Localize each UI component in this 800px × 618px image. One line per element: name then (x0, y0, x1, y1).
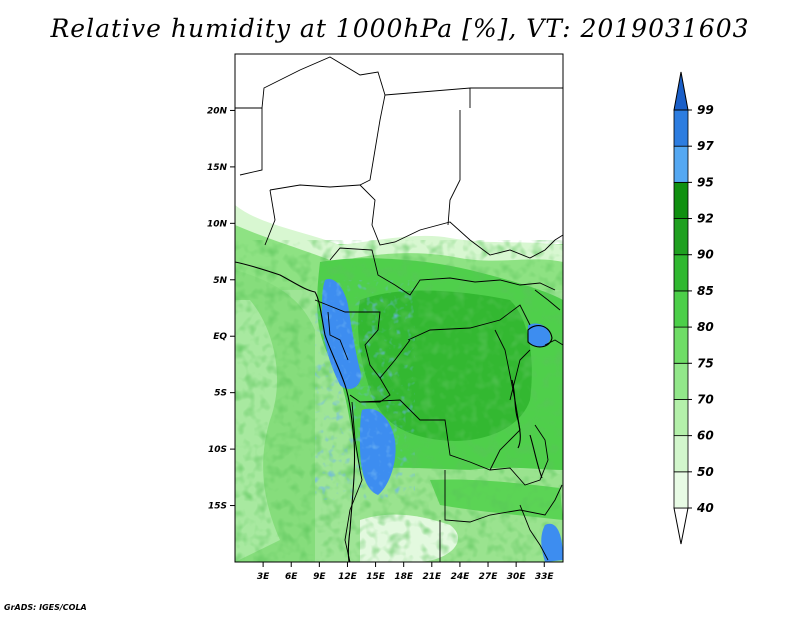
lon-tick-label: 3E (257, 572, 270, 582)
humid-mozambique (541, 523, 563, 562)
lon-axis: 3E 6E 9E 12E 15E 18E 21E 24E 27E 30E 33E (257, 562, 555, 582)
colorbar-box (673, 290, 689, 328)
colorbar-label: 70 (697, 392, 714, 406)
colorbar-box (673, 471, 689, 509)
lat-tick-label: EQ (213, 332, 227, 342)
lon-tick-label: 15E (366, 572, 386, 582)
colorbar-box (673, 399, 689, 437)
lon-tick-label: 18E (394, 572, 414, 582)
colorbar-box (673, 254, 689, 292)
credit-label: GrADS: IGES/COLA (4, 603, 87, 612)
colorbar-label: 95 (697, 175, 714, 189)
humid-victoria (528, 323, 551, 347)
dry-north (235, 54, 563, 244)
lon-tick-label: 27E (479, 572, 499, 582)
colorbar-box (673, 109, 689, 147)
lat-tick-label: 15N (207, 163, 228, 173)
lat-tick-label: 5N (213, 276, 227, 286)
lat-tick-label: 5S (214, 389, 227, 399)
humidity-field (235, 54, 563, 562)
lat-tick-label: 20N (207, 106, 228, 116)
colorbar-label: 92 (697, 212, 714, 226)
colorbar-label: 40 (696, 501, 714, 515)
map-frame (234, 53, 564, 563)
lat-tick-label: 10S (208, 445, 227, 455)
colorbar: 40 50 60 70 75 80 85 90 92 95 97 99 (673, 71, 714, 545)
colorbar-box (673, 145, 689, 183)
lat-axis: 20N 15N 10N 5N EQ 5S 10S 15S (207, 106, 235, 512)
colorbar-label: 50 (697, 465, 714, 479)
colorbar-label: 97 (697, 139, 714, 153)
lon-tick-label: 21E (422, 572, 442, 582)
lon-tick-label: 6E (285, 572, 298, 582)
colorbar-label: 85 (697, 284, 714, 298)
colorbar-lower-arrow (673, 507, 689, 545)
colorbar-box (673, 435, 689, 473)
colorbar-label: 75 (697, 356, 714, 370)
lon-tick-label: 30E (507, 572, 527, 582)
lon-tick-label: 9E (313, 572, 326, 582)
lon-tick-label: 33E (535, 572, 555, 582)
colorbar-label: 60 (697, 429, 714, 443)
colorbar-label: 80 (697, 320, 714, 334)
colorbar-box (673, 181, 689, 219)
humid-texture (315, 280, 415, 500)
colorbar-label: 90 (697, 248, 714, 262)
coastline (234, 261, 356, 563)
lat-tick-label: 15S (208, 502, 227, 512)
lon-tick-label: 12E (338, 572, 358, 582)
colorbar-label: 99 (697, 103, 714, 117)
lat-tick-label: 10N (207, 219, 228, 229)
lakes (511, 325, 553, 479)
colorbar-box (673, 218, 689, 256)
country-borders (235, 56, 563, 562)
map-title: Relative humidity at 1000hPa [%], VT: 20… (50, 14, 750, 43)
colorbar-upper-arrow (673, 71, 689, 111)
lon-tick-label: 24E (451, 572, 471, 582)
colorbar-box (673, 326, 689, 364)
colorbar-box (673, 362, 689, 400)
